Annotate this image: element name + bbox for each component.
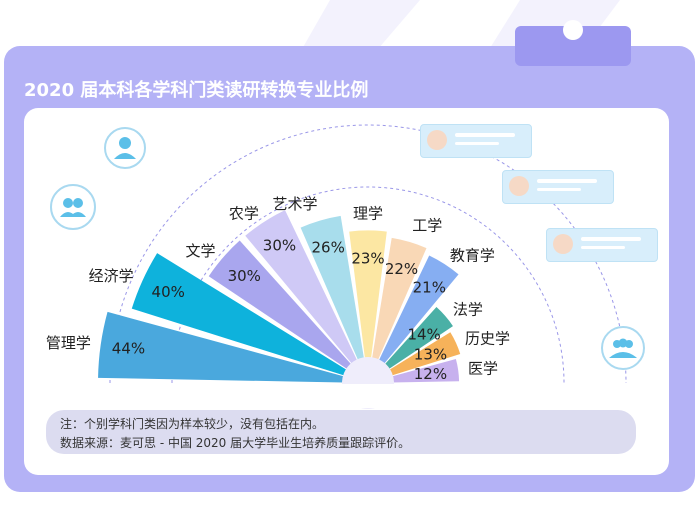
group-icon bbox=[50, 184, 96, 230]
category-label: 艺术学 bbox=[272, 195, 317, 213]
radial-bars bbox=[98, 210, 461, 383]
clip-hole bbox=[563, 20, 583, 40]
category-label: 文学 bbox=[186, 242, 216, 260]
category-label: 经济学 bbox=[89, 267, 134, 285]
footnote-text: 注：个别学科门类因为样本较少，没有包括在内。 bbox=[60, 417, 325, 431]
user-icon bbox=[104, 127, 146, 169]
bar-sector bbox=[98, 311, 345, 383]
bar-sector bbox=[384, 307, 453, 370]
category-label: 医学 bbox=[468, 360, 498, 378]
value-label: 22% bbox=[385, 260, 418, 278]
value-label: 21% bbox=[413, 279, 446, 297]
category-label: 管理学 bbox=[46, 334, 91, 352]
source-text: 数据来源：麦可思 - 中国 2020 届大学毕业生培养质量跟踪评价。 bbox=[60, 436, 411, 450]
bar-sector bbox=[349, 230, 387, 360]
value-label: 44% bbox=[112, 340, 145, 358]
profile-card-icon bbox=[546, 228, 658, 262]
clip-tab bbox=[515, 26, 631, 66]
inner-arc bbox=[171, 186, 565, 384]
category-label: 历史学 bbox=[465, 330, 510, 348]
bar-sector bbox=[131, 253, 348, 376]
value-label: 30% bbox=[228, 267, 261, 285]
value-label: 26% bbox=[312, 238, 345, 256]
category-label: 农学 bbox=[229, 204, 259, 222]
value-label: 12% bbox=[414, 365, 447, 383]
value-label: 14% bbox=[407, 325, 440, 343]
value-label: 23% bbox=[351, 249, 384, 267]
value-label: 40% bbox=[152, 283, 185, 301]
profile-card-icon bbox=[420, 124, 532, 158]
chart-title: 2020 届本科各学科门类读研转换专业比例 bbox=[24, 80, 369, 101]
bar-sector bbox=[391, 359, 460, 383]
bar-sector bbox=[371, 237, 427, 361]
footnote-box: 注：个别学科门类因为样本较少，没有包括在内。 数据来源：麦可思 - 中国 202… bbox=[46, 410, 636, 454]
category-label: 工学 bbox=[412, 216, 442, 234]
value-label: 30% bbox=[263, 236, 296, 254]
group-icon bbox=[601, 326, 645, 370]
category-label: 法学 bbox=[453, 300, 483, 318]
bar-sector bbox=[378, 255, 459, 365]
category-label: 教育学 bbox=[450, 247, 495, 265]
bar-sector bbox=[300, 215, 365, 361]
bar-sector bbox=[208, 240, 352, 370]
profile-card-icon bbox=[502, 170, 614, 204]
bar-sector bbox=[245, 210, 358, 365]
bar-sector bbox=[388, 332, 461, 376]
category-label: 理学 bbox=[353, 204, 383, 222]
baseline-mask bbox=[24, 384, 669, 408]
value-label: 13% bbox=[414, 345, 447, 363]
